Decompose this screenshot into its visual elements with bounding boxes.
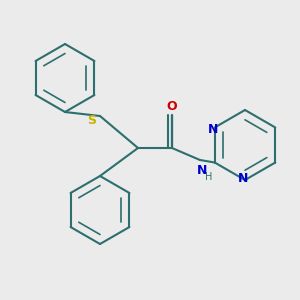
Text: N: N xyxy=(208,123,218,136)
Text: O: O xyxy=(167,100,177,113)
Text: N: N xyxy=(197,164,207,176)
Text: N: N xyxy=(238,172,248,184)
Text: H: H xyxy=(205,172,213,182)
Text: S: S xyxy=(88,113,97,127)
